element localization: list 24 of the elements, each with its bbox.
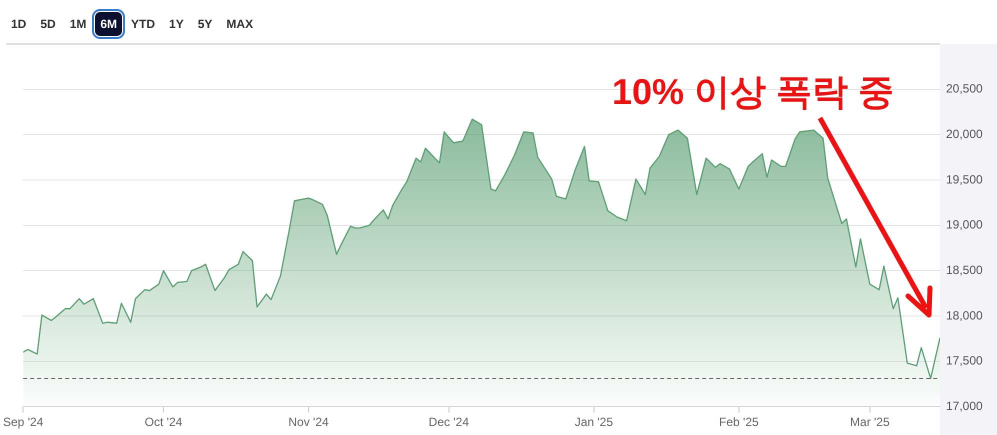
- text: 6M: [95, 12, 122, 36]
- text: 1D: [10, 16, 28, 33]
- x-tick-label: Jan '25: [574, 415, 614, 430]
- text: 1M: [68, 16, 88, 33]
- x-tick-label: Dec '24: [428, 415, 470, 430]
- y-tick-label: 18,500: [946, 262, 984, 277]
- text: MAX: [225, 16, 254, 33]
- x-tick-label: Nov '24: [288, 415, 329, 430]
- annotation: 10% 이상 폭락 중: [612, 70, 894, 114]
- y-tick-label: 19,500: [946, 172, 984, 186]
- y-tick-label: 20,500: [946, 82, 984, 96]
- x-tick-label: Feb '25: [719, 415, 760, 430]
- x-tick-label: Oct '24: [144, 415, 183, 430]
- text: 5Y: [196, 16, 214, 33]
- text: YTD: [130, 16, 156, 33]
- text: 1Y: [168, 16, 185, 33]
- y-tick-label: 19,000: [946, 218, 984, 232]
- y-tick-label: 17,000: [946, 398, 984, 413]
- text: 5D: [39, 16, 57, 33]
- y-tick-label: 18,000: [946, 308, 984, 322]
- y-tick-label: 17,500: [946, 354, 984, 368]
- y-tick-label: 20,000: [946, 126, 984, 141]
- x-tick-label: Sep '24: [3, 415, 44, 430]
- x-tick-label: Mar '25: [850, 415, 890, 430]
